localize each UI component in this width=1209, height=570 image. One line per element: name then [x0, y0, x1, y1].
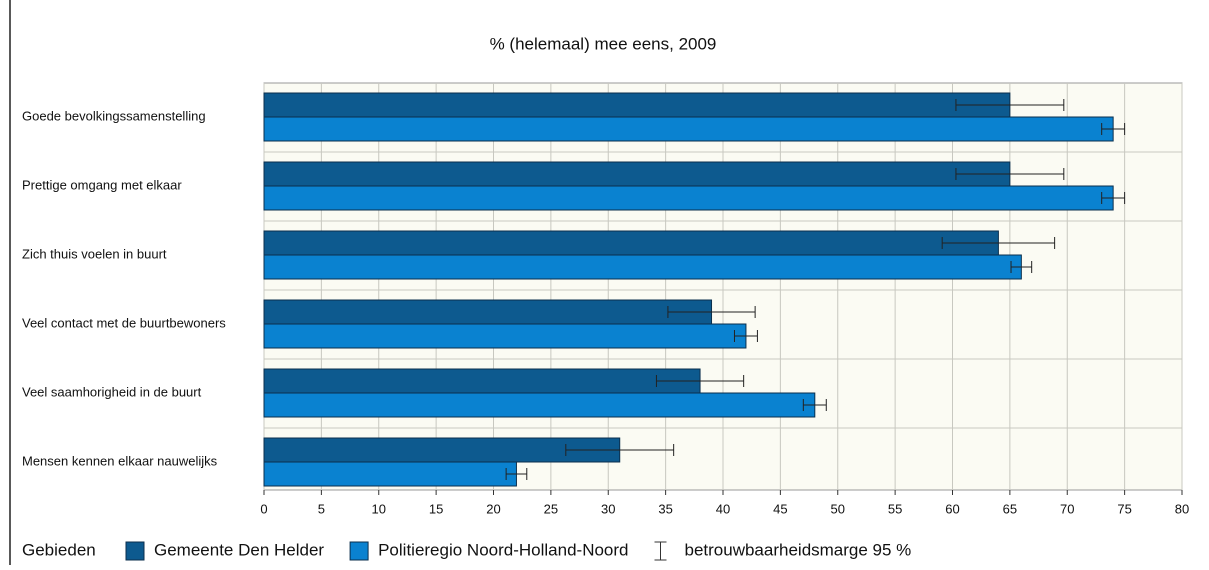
legend-error-icon	[654, 541, 667, 561]
bar	[263, 92, 1011, 118]
x-tick-label: 10	[372, 501, 386, 516]
error-bar	[565, 444, 675, 456]
chart-title: % (helemaal) mee eens, 2009	[490, 34, 717, 53]
error-bar	[941, 237, 1056, 249]
x-tick-label: 40	[716, 501, 730, 516]
legend-label: Gemeente Den Helder	[154, 540, 324, 559]
legend-title: Gebieden	[22, 540, 96, 559]
y-tick-label: Mensen kennen elkaar nauwelijks	[22, 453, 218, 468]
x-tick-label: 50	[831, 501, 845, 516]
error-bar	[1010, 261, 1033, 273]
error-bar	[1101, 123, 1126, 135]
x-tick-label: 55	[888, 501, 902, 516]
x-tick-label: 65	[1003, 501, 1017, 516]
error-bar	[802, 399, 827, 411]
bar	[263, 461, 517, 487]
bar	[263, 185, 1114, 211]
x-tick-label: 15	[429, 501, 443, 516]
x-tick-label: 25	[544, 501, 558, 516]
legend-swatch	[349, 541, 369, 561]
legend-label: Politieregio Noord-Holland-Noord	[378, 540, 628, 559]
bar	[263, 299, 713, 325]
error-bar	[733, 330, 758, 342]
x-tick-label: 20	[486, 501, 500, 516]
error-bar	[655, 375, 745, 387]
bar	[263, 437, 621, 463]
error-bar	[955, 99, 1065, 111]
y-tick-label: Veel contact met de buurtbewoners	[22, 315, 226, 330]
x-tick-label: 35	[658, 501, 672, 516]
bar	[263, 254, 1022, 280]
legend-swatch	[125, 541, 145, 561]
bar	[263, 230, 999, 256]
x-tick-label: 45	[773, 501, 787, 516]
y-tick-label: Veel saamhorigheid in de buurt	[22, 384, 202, 399]
bar	[263, 161, 1011, 187]
error-bar	[667, 306, 756, 318]
x-tick-label: 75	[1117, 501, 1131, 516]
bar	[263, 116, 1114, 142]
x-tick-label: 5	[318, 501, 325, 516]
x-tick-label: 80	[1175, 501, 1189, 516]
x-tick-label: 60	[945, 501, 959, 516]
y-tick-label: Prettige omgang met elkaar	[22, 177, 182, 192]
x-tick-label: 0	[260, 501, 267, 516]
y-tick-label: Zich thuis voelen in buurt	[22, 246, 167, 261]
bar	[263, 368, 701, 394]
y-tick-label: Goede bevolkingssamenstelling	[22, 108, 206, 123]
x-tick-label: 70	[1060, 501, 1074, 516]
error-bar	[1101, 192, 1126, 204]
error-bar	[505, 468, 528, 480]
x-tick-label: 30	[601, 501, 615, 516]
error-bar	[955, 168, 1065, 180]
bar	[263, 392, 816, 418]
bar	[263, 323, 747, 349]
legend-label: betrouwbaarheidsmarge 95 %	[685, 540, 912, 559]
